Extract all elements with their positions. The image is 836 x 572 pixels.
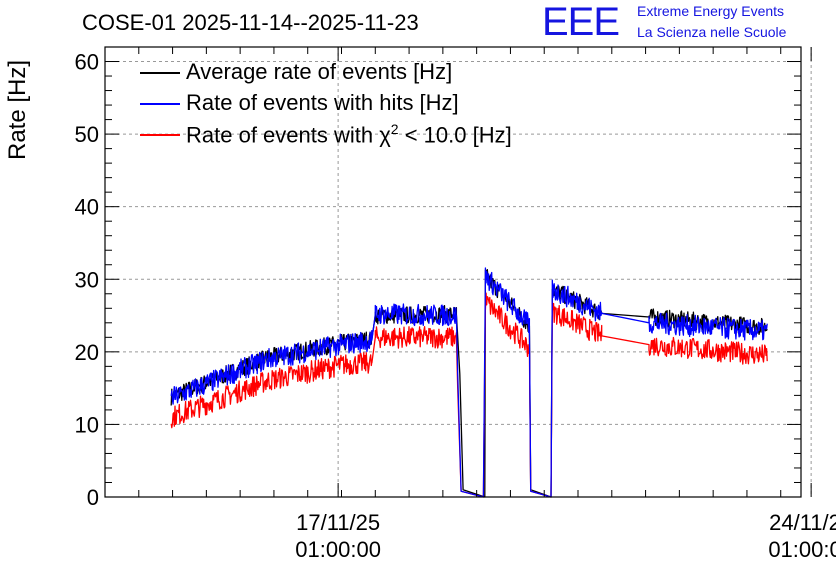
chart-title: COSE-01 2025-11-14--2025-11-23 bbox=[82, 10, 419, 35]
y-tick-label: 50 bbox=[75, 122, 99, 147]
series-line-2 bbox=[170, 292, 768, 498]
series-group bbox=[170, 267, 768, 498]
eee-logo: EEE bbox=[542, 0, 620, 44]
y-axis-label: Rate [Hz] bbox=[4, 59, 31, 160]
x-tick-time-label: 01:00:00 bbox=[295, 537, 381, 562]
series-line-1 bbox=[170, 267, 768, 498]
logo-line-1: Extreme Energy Events bbox=[637, 3, 785, 19]
legend-swatch bbox=[140, 72, 180, 74]
legend-swatch bbox=[140, 103, 180, 105]
x-tick-date-label: 17/11/25 bbox=[296, 510, 380, 535]
axis-ticks: 010203040506017/11/2501:00:0024/11/2501:… bbox=[75, 46, 836, 562]
legend-label: Rate of events with hits [Hz] bbox=[186, 90, 459, 115]
legend-chi-exponent: 2 bbox=[390, 121, 399, 137]
legend-label: Average rate of events [Hz] bbox=[186, 59, 453, 84]
y-tick-label: 10 bbox=[75, 412, 99, 437]
y-tick-label: 0 bbox=[87, 485, 99, 510]
y-tick-label: 20 bbox=[75, 340, 99, 365]
legend-label-prefix: Rate of events with bbox=[186, 122, 380, 148]
logo-line-2: La Scienza nelle Scuole bbox=[637, 24, 787, 40]
x-tick-date-label: 24/11/25 bbox=[769, 510, 836, 535]
grid bbox=[105, 47, 812, 497]
y-tick-label: 60 bbox=[75, 50, 99, 75]
y-tick-label: 40 bbox=[75, 195, 99, 220]
legend-swatch bbox=[140, 134, 180, 136]
plot-frame bbox=[104, 46, 802, 498]
y-tick-label: 30 bbox=[75, 267, 99, 292]
x-tick-time-label: 01:00:00 bbox=[768, 537, 836, 562]
legend-chi-symbol: χ bbox=[379, 122, 391, 148]
plot-frame-rect bbox=[104, 46, 802, 498]
legend-label-suffix: < 10.0 [Hz] bbox=[398, 122, 512, 148]
legend-label: Rate of events with χ2 < 10.0 [Hz] bbox=[186, 121, 512, 148]
